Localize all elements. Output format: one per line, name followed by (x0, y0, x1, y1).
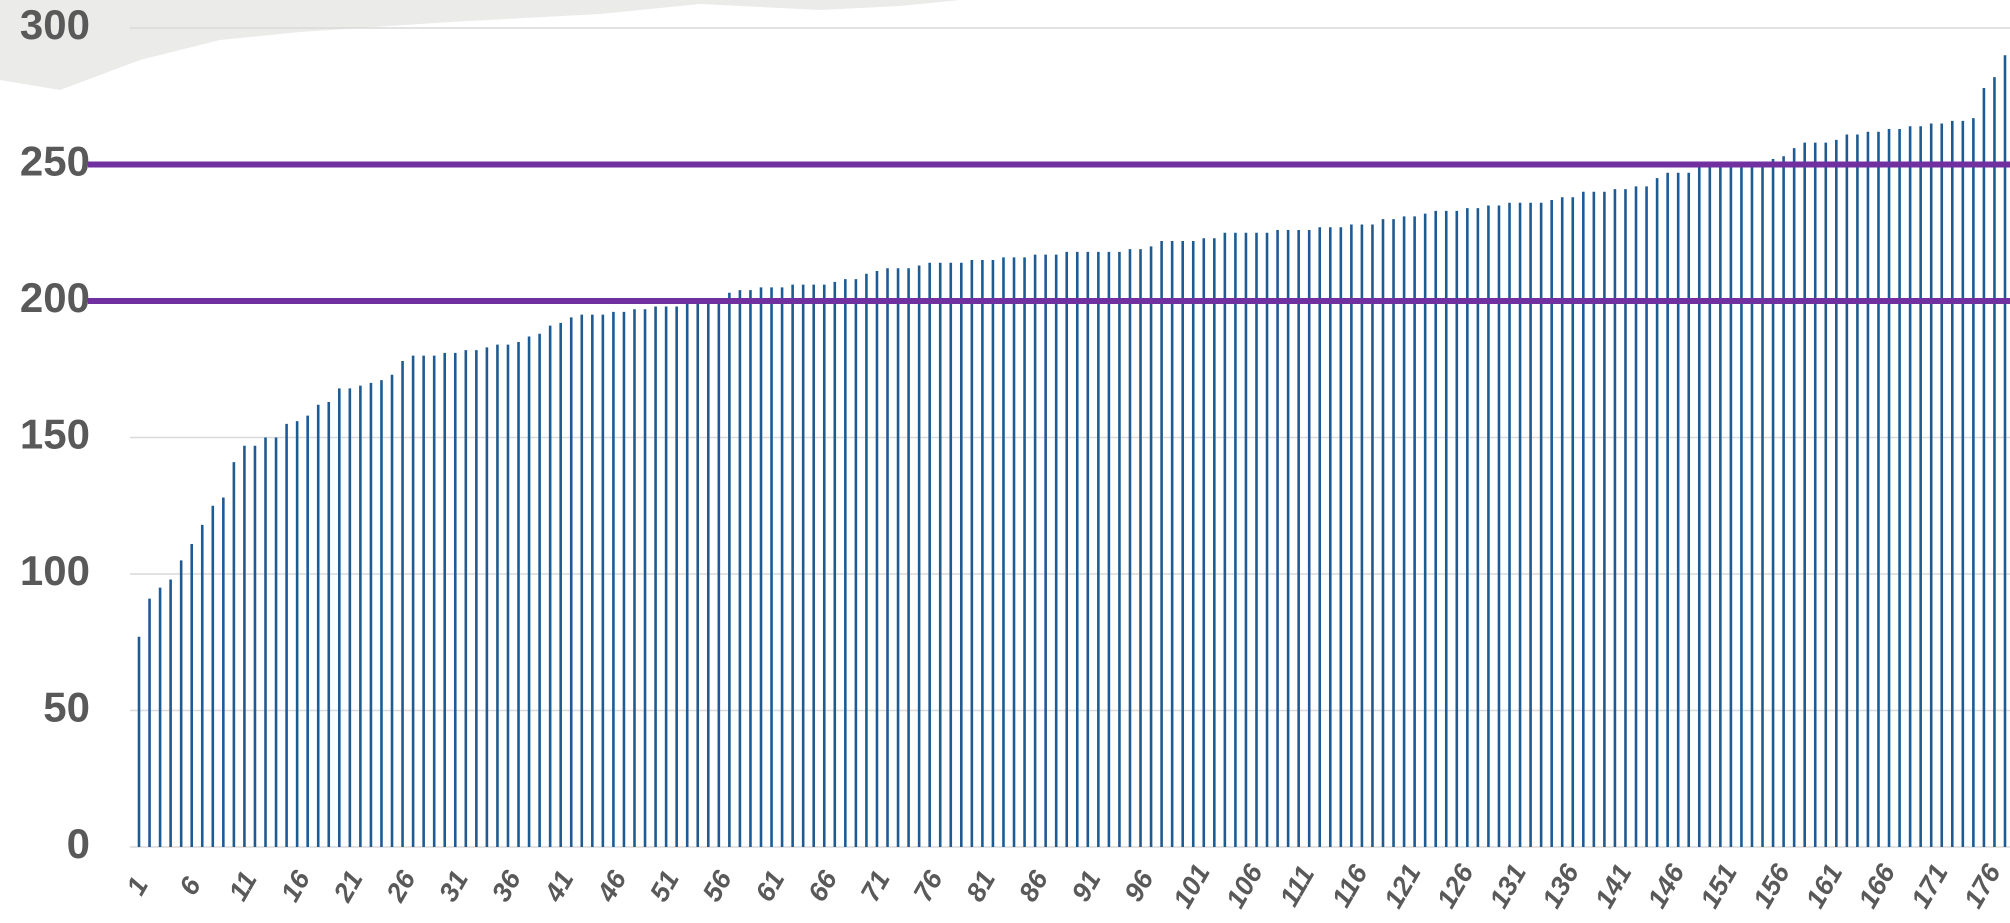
x-tick-label: 116 (1326, 859, 1374, 912)
y-tick-label: 50 (43, 684, 90, 731)
x-tick-label: 41 (538, 866, 580, 908)
x-tick-label: 51 (644, 866, 685, 907)
x-tick-label: 71 (855, 866, 896, 907)
x-tick-label: 136 (1536, 858, 1585, 913)
y-tick-label: 150 (20, 411, 90, 458)
x-tick-label: 46 (591, 865, 633, 908)
x-tick-label: 66 (802, 865, 843, 907)
x-tick-label: 21 (327, 866, 369, 908)
x-tick-label: 121 (1378, 859, 1427, 913)
x-tick-label: 131 (1484, 859, 1533, 913)
x-tick-label: 91 (1066, 866, 1107, 907)
x-tick-label: 81 (960, 866, 1001, 907)
x-tick-label: 141 (1589, 859, 1638, 913)
background-shape (0, 0, 960, 90)
y-tick-label: 0 (67, 820, 90, 867)
x-tick-label: 6 (173, 871, 207, 900)
y-tick-label: 250 (20, 138, 90, 185)
x-tick-label: 36 (486, 865, 527, 907)
x-tick-label: 16 (275, 865, 316, 907)
x-tick-label: 1 (121, 872, 154, 900)
y-tick-label: 100 (20, 547, 90, 594)
x-tick-label: 106 (1220, 858, 1269, 913)
x-tick-label: 11 (223, 866, 263, 905)
x-tick-label: 26 (380, 865, 422, 908)
x-tick-label: 146 (1642, 858, 1691, 913)
x-tick-label: 61 (749, 866, 790, 907)
x-tick-label: 76 (908, 865, 949, 907)
y-tick-label: 300 (20, 1, 90, 48)
x-tick-label: 96 (1118, 865, 1159, 907)
x-tick-label: 161 (1800, 859, 1849, 913)
x-tick-label: 171 (1905, 859, 1954, 913)
x-tick-label: 56 (697, 865, 738, 907)
x-tick-label: 156 (1747, 858, 1796, 913)
x-tick-label: 111 (1274, 861, 1321, 912)
y-tick-label: 200 (20, 274, 90, 321)
x-tick-label: 176 (1958, 858, 2007, 913)
x-tick-label: 166 (1853, 858, 1902, 913)
x-tick-label: 101 (1167, 859, 1216, 913)
x-tick-label: 86 (1013, 865, 1054, 907)
x-tick-label: 31 (433, 866, 474, 907)
x-tick-label: 126 (1431, 858, 1480, 913)
x-tick-label: 151 (1694, 859, 1743, 913)
